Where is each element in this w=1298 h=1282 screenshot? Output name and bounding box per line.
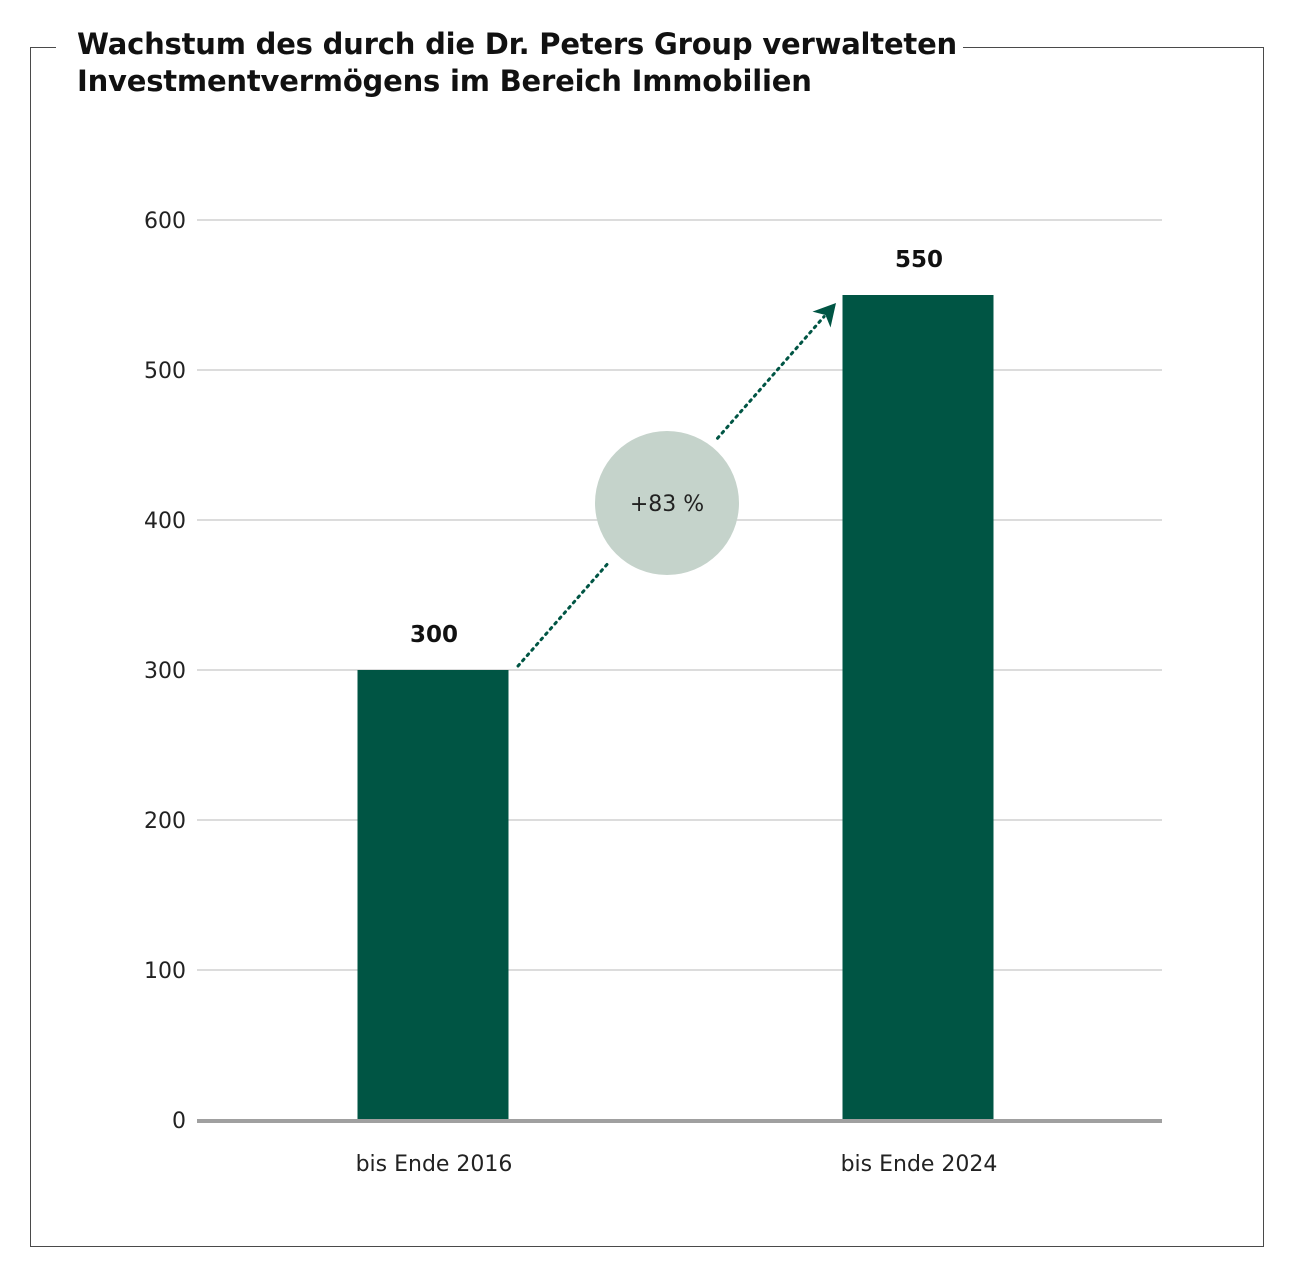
frame-top-line-left (30, 47, 56, 48)
y-tick-label: 200 (144, 809, 186, 834)
arrow-dotted-line (516, 560, 611, 668)
arrow-dotted-line (716, 315, 826, 440)
y-tick-label: 0 (172, 1109, 186, 1134)
growth-arrow: +83 % (516, 303, 836, 668)
x-category-label: bis Ende 2024 (841, 1152, 998, 1177)
y-axis-ticks: 0 100 200 300 400 500 600 (144, 209, 186, 1134)
bar (842, 295, 994, 1120)
chart-frame (30, 47, 1264, 1247)
y-tick-label: 300 (144, 659, 186, 684)
bar-value-label: 300 (410, 622, 458, 648)
growth-badge (595, 431, 739, 575)
growth-badge-label: +83 % (630, 492, 704, 517)
y-tick-label: 100 (144, 959, 186, 984)
labels: 300 bis Ende 2016 550 bis Ende 2024 (356, 247, 998, 1177)
gridlines (197, 219, 1162, 971)
arrow-head-icon (812, 303, 836, 328)
y-tick-label: 400 (144, 509, 186, 534)
y-tick-label: 500 (144, 359, 186, 384)
frame-top-line-right (963, 47, 1264, 48)
bar-value-label: 550 (895, 247, 943, 273)
bars (357, 295, 994, 1120)
y-tick-label: 600 (144, 209, 186, 234)
bar (357, 670, 509, 1120)
x-category-label: bis Ende 2016 (356, 1152, 513, 1177)
chart-title: Wachstum des durch die Dr. Peters Group … (77, 27, 958, 98)
